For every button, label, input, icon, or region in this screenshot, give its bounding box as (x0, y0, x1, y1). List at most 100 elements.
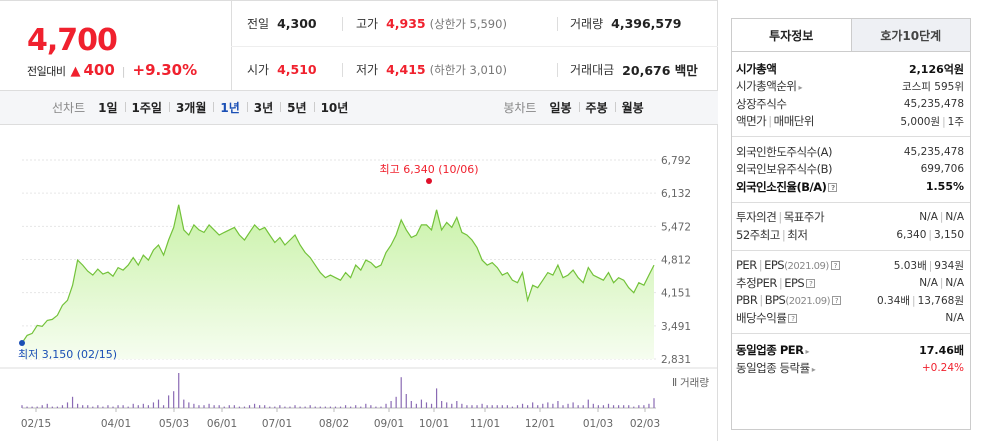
market-cap-value: 2,126억원 (908, 62, 964, 76)
help-icon[interactable]: ? (828, 182, 838, 192)
volume-bar (405, 394, 407, 408)
volume-bar (425, 402, 428, 408)
volume-bar (334, 406, 337, 408)
tab-period-1d[interactable]: 1일 (98, 101, 118, 115)
arrow-right-icon: ▸ (811, 364, 816, 374)
stat-low-label: 저가 (356, 63, 379, 77)
tab-investment-info[interactable]: 투자정보 (732, 19, 851, 51)
stat-volume-value: 4,396,579 (611, 16, 682, 31)
volume-bar (415, 403, 417, 408)
industry-per-label[interactable]: 동일업종 PER ▸ (736, 343, 809, 358)
volume-bar (532, 402, 534, 408)
divider: | (121, 65, 126, 78)
volume-bar (557, 401, 559, 408)
stat-open-value: 4,510 (277, 62, 317, 77)
stat-volume-label: 거래량 (570, 17, 604, 31)
y-tick-label: 3,491 (661, 321, 691, 333)
tab-candle-daily[interactable]: 일봉 (549, 101, 572, 115)
opinion-label: 투자의견 | 목표주가 (736, 210, 825, 225)
price-chart[interactable]: 6,792 6,132 5,472 4,812 4,151 3,491 2,831 02/1… (0, 125, 718, 441)
help-icon[interactable]: ? (831, 296, 841, 306)
volume-bar (476, 405, 478, 408)
volume-bar (279, 405, 281, 408)
volume-bar (213, 405, 215, 408)
volume-bar (137, 405, 139, 408)
volume-bar (466, 405, 468, 408)
volume-bar (577, 405, 579, 408)
opinion-value: N/A | N/A (919, 211, 964, 224)
divider (557, 17, 558, 31)
volume-bar (71, 396, 74, 408)
tab-candle-monthly[interactable]: 월봉 (614, 99, 651, 116)
volume-bar (203, 405, 205, 408)
tab-period-3m[interactable]: 3개월 (168, 99, 213, 116)
volume-bar (552, 403, 554, 408)
volume-bar (147, 405, 149, 408)
tab-period-5y[interactable]: 5년 (280, 99, 313, 116)
volume-bar (592, 403, 594, 408)
52w-label: 52주최고 | 최저 (736, 227, 808, 242)
tab-period-1w[interactable]: 1주일 (124, 99, 169, 116)
x-tick-label: 07/01 (262, 418, 292, 430)
volume-bar (117, 405, 119, 408)
current-price: 4,700 (27, 23, 118, 58)
volume-bar (562, 405, 564, 408)
dividend-label: 배당수익률? (736, 310, 798, 326)
volume-bar (542, 403, 544, 408)
tab-period-10y[interactable]: 10년 (313, 99, 356, 116)
tab-period-3y[interactable]: 3년 (246, 99, 280, 116)
volume-bar (329, 406, 332, 408)
volume-bar (183, 399, 185, 408)
y-tick-label: 6,792 (661, 155, 691, 167)
volume-bar (178, 373, 180, 408)
volume-bar (319, 406, 321, 408)
foreign-holding-value: 699,706 (920, 163, 964, 176)
stat-low: 저가 4,415 (하한가 3,010) (356, 47, 507, 92)
candle-chart-label: 봉차트 (503, 101, 537, 115)
tab-candle-weekly[interactable]: 주봉 (578, 99, 615, 116)
tab-period-1y[interactable]: 1년 (213, 99, 246, 116)
volume-bar (607, 403, 610, 408)
foreign-ownership-section: 외국인한도주식수(A) 45,235,478 외국인보유주식수(B) 699,706… (732, 137, 970, 203)
volume-bar (274, 406, 276, 408)
y-tick-label: 4,812 (661, 255, 691, 267)
low-annotation: 최저 3,150 (02/15) (18, 348, 117, 361)
help-icon[interactable]: ? (788, 313, 798, 323)
stock-main-area: 4,700 전일대비 ▲ 400 | +9.30% 전일 4,300 고가 4,… (0, 0, 718, 441)
listed-shares-label: 상장주식수 (736, 96, 787, 111)
volume-bar (173, 391, 175, 408)
x-tick-label: 01/03 (583, 418, 613, 430)
volume-bar (360, 406, 362, 408)
industry-change-label[interactable]: 동일업종 등락률 ▸ (736, 360, 816, 375)
volume-bar (56, 406, 58, 408)
volume-bar (511, 406, 514, 408)
volume-bar (633, 406, 635, 408)
volume-bar (638, 405, 640, 408)
volume-bar (355, 405, 357, 408)
stat-open-label: 시가 (247, 63, 270, 77)
volume-bar (157, 399, 160, 408)
stat-high-label: 고가 (356, 17, 379, 31)
help-icon[interactable]: ? (830, 261, 840, 271)
chart-period-tabs: 선차트 1일 1주일 3개월 1년 3년 5년 10년 봉차트 일봉 주봉 월봉 (0, 91, 718, 125)
divider (342, 63, 343, 77)
volume-bar (82, 405, 84, 408)
volume-bar (623, 405, 625, 408)
volume-bar (339, 406, 342, 408)
volume-bar (527, 405, 529, 408)
market-cap-rank-label[interactable]: 시가총액순위 ▸ (736, 79, 802, 94)
volume-bar (648, 403, 650, 408)
volume-bar (248, 405, 251, 408)
per-eps-label: PER | EPS(2021.09)? (736, 258, 840, 272)
x-tick-label: 09/01 (374, 418, 404, 430)
help-icon[interactable]: ? (806, 278, 816, 288)
tab-orderbook-10[interactable]: 호가10단계 (850, 19, 970, 51)
volume-bar (87, 405, 89, 408)
volume-bar (152, 402, 155, 408)
stat-prev: 전일 4,300 (247, 1, 317, 46)
x-tick-label: 11/01 (470, 418, 500, 430)
pbr-bps-value: 0.34배 | 13,768원 (877, 294, 964, 307)
volume-bar (61, 405, 64, 408)
volume-bar (456, 401, 458, 408)
high-annotation: 최고 6,340 (10/06) (379, 163, 478, 176)
